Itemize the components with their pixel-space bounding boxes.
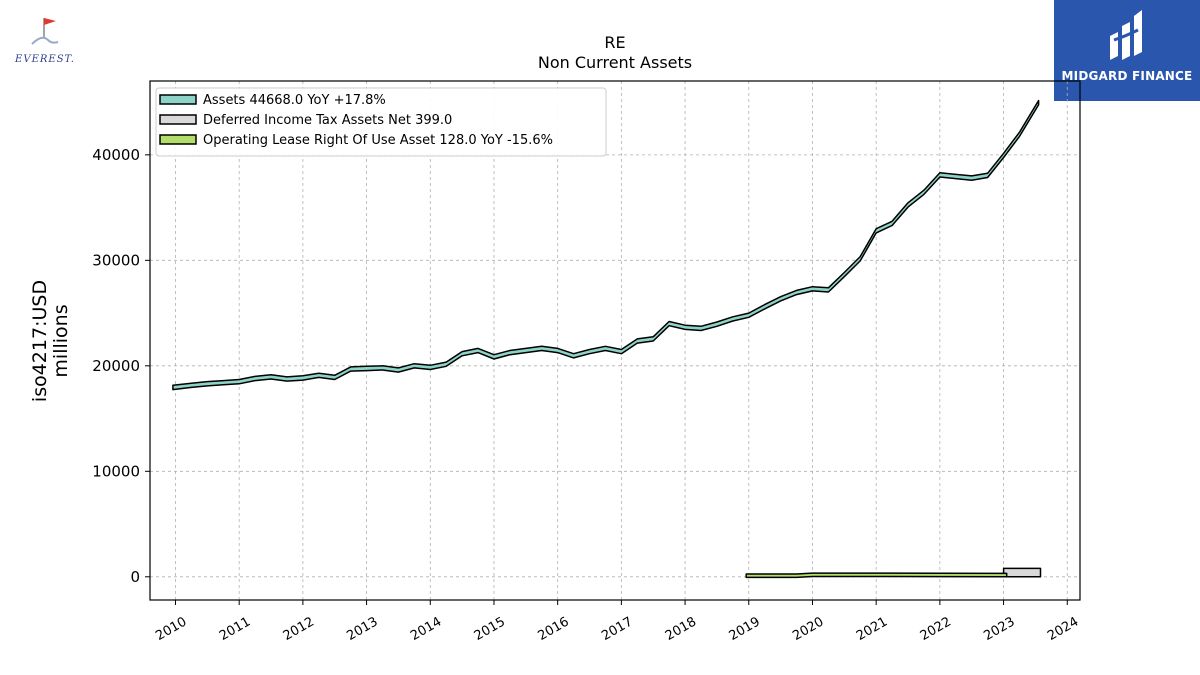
x-tick-label: 2015 bbox=[472, 614, 508, 644]
y-tick-label: 20000 bbox=[92, 357, 140, 375]
x-tick-label: 2022 bbox=[918, 614, 954, 644]
chart-subtitle: Non Current Assets bbox=[538, 53, 692, 72]
y-axis-label-line-2: millions bbox=[50, 304, 72, 377]
x-tick-label: 2023 bbox=[981, 614, 1017, 644]
everest-logo-text: EVEREST. bbox=[15, 54, 75, 65]
legend-swatch-3 bbox=[159, 134, 197, 145]
x-tick-label: 2016 bbox=[536, 614, 572, 644]
series-2-band bbox=[1002, 567, 1042, 578]
x-tick-label: 2020 bbox=[790, 614, 826, 644]
y-axis-label-line-1: iso4217:USD bbox=[29, 280, 51, 402]
series-3-band bbox=[745, 572, 1008, 579]
x-tick-label: 2012 bbox=[281, 614, 317, 644]
y-tick-label: 30000 bbox=[92, 251, 140, 269]
x-tick-label: 2013 bbox=[344, 614, 380, 644]
x-tick-label: 2019 bbox=[727, 614, 763, 644]
midgard-logo-icon bbox=[1110, 10, 1142, 60]
grid bbox=[150, 81, 1080, 600]
legend-swatch-1 bbox=[159, 94, 197, 105]
chart-title: RE bbox=[604, 33, 625, 52]
x-tick-label: 2018 bbox=[663, 614, 699, 644]
midgard-logo-text: MIDGARD FINANCE bbox=[1061, 69, 1193, 83]
legend-label-1: Assets 44668.0 YoY +17.8% bbox=[203, 93, 386, 108]
plot-frame bbox=[149, 80, 1081, 601]
x-tick-label: 2017 bbox=[599, 614, 635, 644]
x-tick-label: 2024 bbox=[1045, 614, 1081, 644]
x-tick-label: 2014 bbox=[408, 614, 444, 644]
axis-ticks: 0 10000 20000 30000 40000 2010 2011 2012 2013 201… bbox=[92, 146, 1081, 644]
legend-box bbox=[155, 87, 607, 157]
flag-icon bbox=[31, 18, 59, 45]
x-tick-label: 2011 bbox=[217, 614, 253, 644]
series-1-band bbox=[172, 99, 1040, 391]
x-tick-label: 2021 bbox=[854, 614, 890, 644]
everest-logo: EVEREST. bbox=[4, 14, 86, 70]
y-tick-label: 0 bbox=[130, 568, 140, 586]
y-tick-label: 40000 bbox=[92, 146, 140, 164]
y-axis-label: iso4217:USD millions bbox=[29, 280, 72, 402]
legend: Assets 44668.0 YoY +17.8% Deferred Income… bbox=[155, 87, 607, 157]
x-tick-label: 2010 bbox=[153, 614, 189, 644]
legend-swatch-2 bbox=[159, 114, 197, 125]
legend-label-3: Operating Lease Right Of Use Asset 128.0… bbox=[203, 133, 553, 148]
midgard-logo: MIDGARD FINANCE bbox=[1054, 0, 1200, 101]
series-layer bbox=[172, 99, 1042, 579]
legend-label-2: Deferred Income Tax Assets Net 399.0 bbox=[203, 113, 452, 128]
y-tick-label: 10000 bbox=[92, 462, 140, 480]
